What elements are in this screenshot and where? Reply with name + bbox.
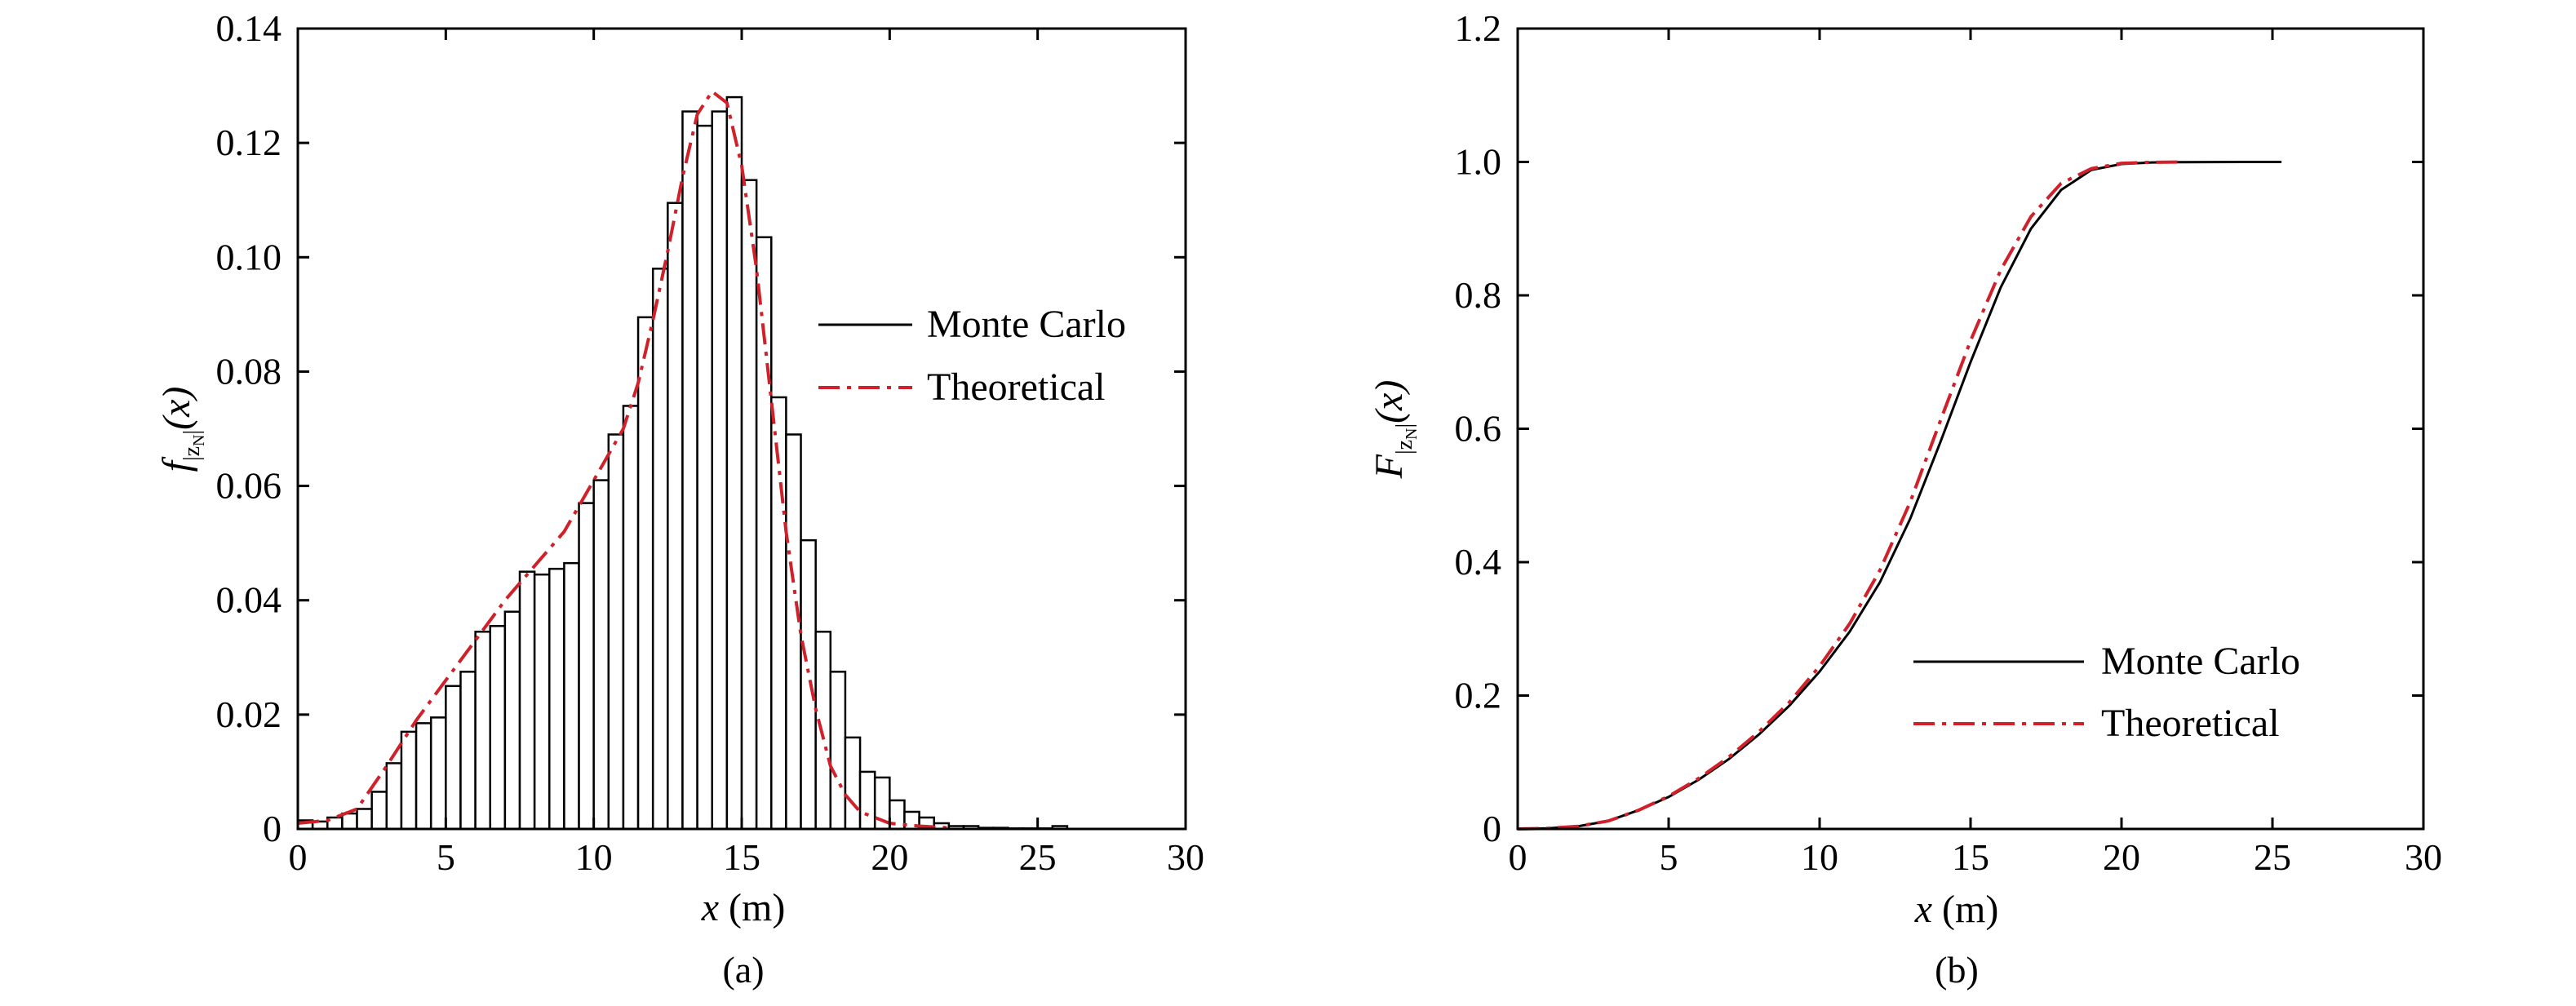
y-tick-label: 0.04 (216, 579, 282, 621)
x-tick-label: 25 (2254, 836, 2291, 878)
y-tick-label: 0.14 (216, 7, 282, 49)
legend-b-theoretical-label: Theoretical (2101, 702, 2280, 745)
y-tick-label: 1.0 (1455, 141, 1502, 183)
y-tick-label: 0.2 (1455, 675, 1502, 716)
histogram-bar (829, 671, 847, 831)
histogram-bar (489, 624, 507, 831)
panel-label-a: (a) (722, 949, 764, 990)
histogram-bar (667, 202, 684, 831)
histogram-bars (296, 95, 1069, 831)
histogram-bar (400, 730, 418, 831)
histogram-bar (607, 433, 625, 831)
legend-b: Monte Carlo Theoretical (1913, 640, 2300, 745)
histogram-bar (459, 671, 477, 831)
plot-frame-b (1516, 27, 2425, 831)
y-axis-ticks-a: 0 0.02 0.04 0.06 0.08 0.10 0.12 0.14 (216, 7, 1186, 849)
histogram-bar (592, 479, 610, 831)
theoretical-cdf-line (1517, 160, 2183, 831)
panel-label-b: (b) (1935, 949, 1979, 990)
x-tick-label: 15 (723, 836, 760, 878)
panel-b-cdf: 0 5 10 15 20 25 30 0 0.2 0.4 0.6 0.8 1.0 1.2 Monte C… (1368, 7, 2442, 990)
histogram-bar (785, 433, 802, 831)
x-tick-label: 30 (2405, 836, 2442, 878)
y-tick-label: 0 (1483, 808, 1501, 849)
histogram-bar (696, 124, 713, 831)
x-tick-label: 10 (1801, 836, 1838, 878)
legend-b-montecarlo-label: Monte Carlo (2101, 640, 2300, 683)
y-tick-label: 0.08 (216, 350, 282, 392)
histogram-bar (341, 812, 358, 831)
histogram-bar (370, 791, 388, 831)
y-tick-label: 0.10 (216, 236, 282, 277)
histogram-bar (415, 722, 432, 831)
x-tick-label: 5 (1660, 836, 1678, 878)
histogram-bar (385, 762, 403, 831)
histogram-bar (740, 179, 758, 831)
y-tick-label: 0.8 (1455, 274, 1502, 316)
histogram-bar (800, 538, 817, 831)
y-axis-ticks-b: 0 0.2 0.4 0.6 0.8 1.0 1.2 (1455, 7, 2423, 849)
histogram-bar (429, 716, 447, 831)
y-axis-label-a: f|zN|(x) (155, 387, 208, 472)
histogram-bar (651, 268, 669, 831)
x-tick-label: 10 (575, 836, 613, 878)
histogram-bar (563, 561, 580, 831)
x-axis-label-b: x (m) (1914, 888, 1999, 931)
y-tick-label: 1.2 (1455, 7, 1502, 49)
y-axis-label-b: F|zN|(x) (1368, 380, 1421, 480)
y-tick-label: 0.4 (1455, 541, 1502, 583)
histogram-bar (445, 685, 462, 831)
histogram-bar (844, 736, 862, 831)
panel-a-histogram: 0 5 10 15 20 25 30 0 0.02 0.04 0.06 0.08 0.10 0.12 0.… (155, 7, 1204, 990)
x-tick-label: 0 (289, 836, 308, 878)
y-tick-label: 0.6 (1455, 408, 1502, 450)
x-tick-label: 5 (437, 836, 455, 878)
histogram-bar (356, 808, 373, 831)
x-axis-ticks-a: 0 5 10 15 20 25 30 (289, 29, 1204, 878)
x-tick-label: 20 (871, 836, 908, 878)
histogram-bar (814, 631, 832, 831)
histogram-bar (518, 570, 536, 831)
svg-text:F|zN|(x): F|zN|(x) (1368, 380, 1421, 480)
histogram-bar (622, 405, 640, 831)
histogram-bar (711, 110, 729, 831)
x-tick-label: 15 (1952, 836, 1989, 878)
y-tick-label: 0 (263, 808, 282, 849)
histogram-bar (725, 95, 743, 831)
histogram-bar (858, 770, 876, 831)
y-tick-label: 0.02 (216, 694, 282, 735)
histogram-bar (548, 567, 565, 831)
x-axis-ticks-b: 0 5 10 15 20 25 30 (1509, 29, 2442, 878)
x-tick-label: 0 (1509, 836, 1527, 878)
theoretical-pdf-line (297, 89, 950, 830)
legend-a-montecarlo-label: Monte Carlo (927, 303, 1126, 346)
legend-a: Monte Carlo Theoretical (818, 303, 1126, 409)
histogram-bar (533, 573, 551, 831)
svg-text:f|zN|(x): f|zN|(x) (155, 387, 208, 472)
y-tick-label: 0.12 (216, 122, 282, 163)
histogram-bar (636, 316, 654, 831)
histogram-bar (503, 610, 521, 831)
x-tick-label: 30 (1167, 836, 1204, 878)
x-tick-label: 20 (2103, 836, 2140, 878)
y-tick-label: 0.06 (216, 465, 282, 507)
legend-a-theoretical-label: Theoretical (927, 366, 1106, 409)
histogram-bar (578, 502, 595, 831)
cdf-lines (1517, 160, 2282, 831)
x-tick-label: 25 (1019, 836, 1057, 878)
histogram-bar (681, 110, 698, 831)
x-axis-label-a: x (m) (701, 886, 786, 929)
histogram-bar (474, 631, 491, 831)
